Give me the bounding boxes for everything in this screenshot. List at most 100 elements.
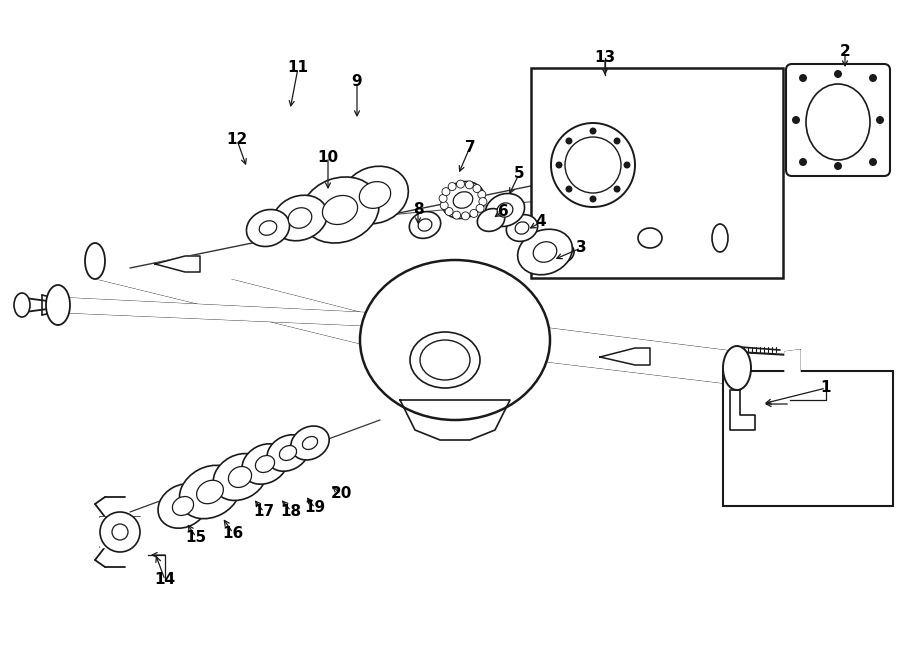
Ellipse shape bbox=[477, 209, 505, 231]
Text: 2: 2 bbox=[840, 44, 850, 59]
Ellipse shape bbox=[533, 242, 557, 262]
Text: 9: 9 bbox=[352, 75, 363, 89]
Ellipse shape bbox=[470, 210, 478, 217]
Ellipse shape bbox=[448, 182, 454, 187]
Polygon shape bbox=[60, 298, 385, 326]
Ellipse shape bbox=[792, 116, 800, 124]
Ellipse shape bbox=[834, 70, 842, 78]
Ellipse shape bbox=[173, 496, 194, 516]
Text: 8: 8 bbox=[413, 202, 423, 217]
Ellipse shape bbox=[507, 215, 537, 241]
Ellipse shape bbox=[472, 213, 477, 217]
Text: 20: 20 bbox=[330, 486, 352, 502]
Bar bbox=[723, 371, 893, 506]
Ellipse shape bbox=[418, 219, 432, 231]
Ellipse shape bbox=[479, 198, 487, 206]
Ellipse shape bbox=[478, 190, 486, 198]
Ellipse shape bbox=[273, 195, 328, 241]
Ellipse shape bbox=[242, 444, 288, 485]
Ellipse shape bbox=[213, 453, 266, 500]
Ellipse shape bbox=[441, 182, 484, 219]
Ellipse shape bbox=[869, 158, 877, 166]
Polygon shape bbox=[600, 348, 650, 365]
Text: 7: 7 bbox=[464, 139, 475, 155]
Ellipse shape bbox=[464, 215, 468, 220]
Ellipse shape bbox=[267, 435, 309, 471]
Ellipse shape bbox=[454, 192, 473, 208]
Ellipse shape bbox=[624, 161, 631, 169]
Text: 14: 14 bbox=[155, 572, 176, 588]
Ellipse shape bbox=[453, 211, 461, 219]
Text: 15: 15 bbox=[185, 529, 207, 545]
Ellipse shape bbox=[565, 137, 572, 145]
Text: 1: 1 bbox=[821, 381, 832, 395]
Polygon shape bbox=[380, 315, 385, 365]
Ellipse shape bbox=[229, 467, 252, 487]
Ellipse shape bbox=[553, 246, 567, 258]
Ellipse shape bbox=[462, 212, 470, 220]
Bar bbox=[531, 68, 783, 278]
Ellipse shape bbox=[256, 455, 274, 473]
Ellipse shape bbox=[279, 446, 297, 461]
Ellipse shape bbox=[458, 180, 463, 184]
Ellipse shape bbox=[518, 229, 572, 275]
Ellipse shape bbox=[555, 161, 562, 169]
Ellipse shape bbox=[112, 524, 128, 540]
Ellipse shape bbox=[638, 228, 662, 248]
Ellipse shape bbox=[482, 191, 486, 196]
Text: 16: 16 bbox=[222, 525, 244, 541]
Polygon shape bbox=[520, 325, 735, 384]
Ellipse shape bbox=[485, 194, 525, 227]
Ellipse shape bbox=[247, 210, 290, 247]
Polygon shape bbox=[785, 350, 800, 392]
Text: 3: 3 bbox=[576, 241, 586, 256]
Ellipse shape bbox=[100, 512, 140, 552]
Ellipse shape bbox=[179, 465, 240, 519]
Ellipse shape bbox=[614, 186, 620, 192]
Text: 4: 4 bbox=[536, 215, 546, 229]
Text: 11: 11 bbox=[287, 61, 309, 75]
Ellipse shape bbox=[440, 204, 445, 209]
Ellipse shape bbox=[410, 332, 480, 388]
Ellipse shape bbox=[799, 74, 807, 82]
Text: 18: 18 bbox=[281, 504, 302, 518]
Ellipse shape bbox=[359, 182, 391, 208]
Ellipse shape bbox=[46, 285, 70, 325]
Ellipse shape bbox=[322, 196, 357, 225]
Ellipse shape bbox=[869, 74, 877, 82]
Ellipse shape bbox=[473, 184, 481, 192]
Ellipse shape bbox=[551, 123, 635, 207]
Ellipse shape bbox=[445, 208, 453, 215]
Ellipse shape bbox=[302, 436, 318, 449]
Ellipse shape bbox=[467, 180, 472, 186]
Ellipse shape bbox=[799, 158, 807, 166]
FancyBboxPatch shape bbox=[786, 64, 890, 176]
Text: 5: 5 bbox=[514, 167, 525, 182]
Text: 6: 6 bbox=[498, 204, 508, 219]
Ellipse shape bbox=[712, 224, 728, 252]
Ellipse shape bbox=[456, 180, 464, 188]
Ellipse shape bbox=[834, 162, 842, 170]
Ellipse shape bbox=[438, 196, 444, 201]
Ellipse shape bbox=[565, 186, 572, 192]
Ellipse shape bbox=[515, 222, 529, 234]
Ellipse shape bbox=[442, 188, 450, 196]
Ellipse shape bbox=[565, 137, 621, 193]
Ellipse shape bbox=[497, 203, 513, 217]
Ellipse shape bbox=[420, 340, 470, 380]
Ellipse shape bbox=[288, 208, 311, 228]
Ellipse shape bbox=[291, 426, 329, 460]
Ellipse shape bbox=[301, 177, 379, 243]
Ellipse shape bbox=[446, 210, 450, 215]
Ellipse shape bbox=[440, 202, 448, 210]
Text: 19: 19 bbox=[304, 500, 326, 516]
Text: 17: 17 bbox=[254, 504, 274, 520]
Ellipse shape bbox=[342, 166, 409, 224]
Ellipse shape bbox=[158, 484, 208, 528]
Ellipse shape bbox=[259, 221, 277, 235]
Ellipse shape bbox=[476, 204, 484, 212]
Ellipse shape bbox=[476, 184, 481, 190]
Polygon shape bbox=[155, 256, 200, 272]
Ellipse shape bbox=[480, 207, 484, 212]
Ellipse shape bbox=[360, 260, 550, 420]
